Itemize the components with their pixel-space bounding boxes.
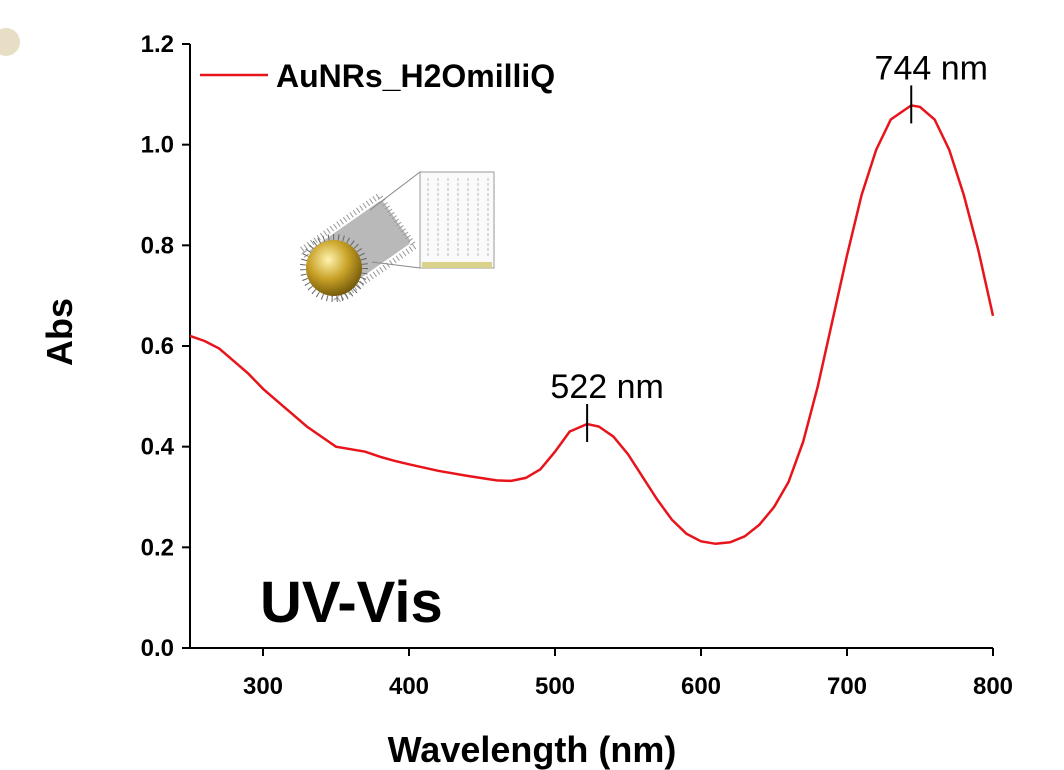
annotation: 744 nm [875, 49, 988, 87]
x-tick-label: 300 [243, 673, 283, 700]
legend-label: AuNRs_H2OmilliQ [276, 58, 555, 94]
line-series [190, 105, 993, 543]
x-tick-label: 700 [827, 673, 867, 700]
y-tick-label: 1.2 [141, 31, 174, 58]
x-tick-label: 800 [973, 673, 1013, 700]
y-axis-label: Abs [39, 298, 80, 366]
chart: Wavelength (nm) Abs UV-Vis 0.0 0.2 0.4 0.6 0… [0, 0, 1064, 770]
page: {"chart_data": { "type": "line", "x_labe… [0, 0, 1064, 770]
annotation: 522 nm [550, 368, 663, 406]
x-tick-label: 500 [535, 673, 575, 700]
y-tick-label: 0.0 [141, 635, 174, 662]
x-tick-label: 600 [681, 673, 721, 700]
y-tick-label: 1.0 [141, 132, 174, 159]
y-tick-label: 0.6 [141, 333, 174, 360]
annotation: UV-Vis [260, 570, 443, 635]
y-tick-label: 0.8 [141, 232, 174, 259]
y-tick-label: 0.4 [141, 434, 175, 461]
x-axis-label: Wavelength (nm) [388, 729, 677, 770]
y-tick-label: 0.2 [141, 534, 174, 561]
x-tick-label: 400 [389, 673, 429, 700]
